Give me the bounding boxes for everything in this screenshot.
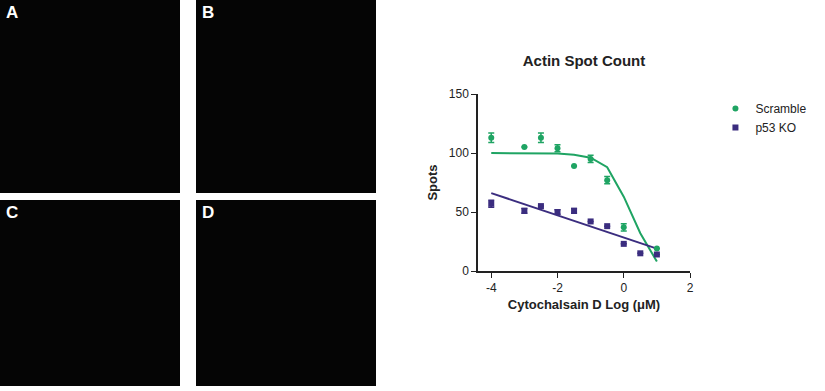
svg-text:150: 150 <box>449 87 469 101</box>
svg-text:p53 KO: p53 KO <box>755 121 796 135</box>
svg-text:Scramble: Scramble <box>755 102 806 116</box>
svg-text:-4: -4 <box>486 281 497 295</box>
html-text:D: D <box>202 203 215 222</box>
svg-text:Spots: Spots <box>425 164 440 200</box>
svg-text:50: 50 <box>455 205 469 219</box>
svg-text:100: 100 <box>449 146 469 160</box>
html-text:C: C <box>6 203 19 222</box>
html-text:B: B <box>202 3 215 22</box>
svg-text:2: 2 <box>687 281 694 295</box>
svg-text:0: 0 <box>620 281 627 295</box>
svg-text:Cytochalsain D Log (μM): Cytochalsain D Log (μM) <box>508 297 660 312</box>
svg-text:Actin Spot Count: Actin Spot Count <box>523 52 645 69</box>
svg-text:-2: -2 <box>552 281 563 295</box>
svg-text:0: 0 <box>462 264 469 278</box>
html-text:A: A <box>6 3 19 22</box>
